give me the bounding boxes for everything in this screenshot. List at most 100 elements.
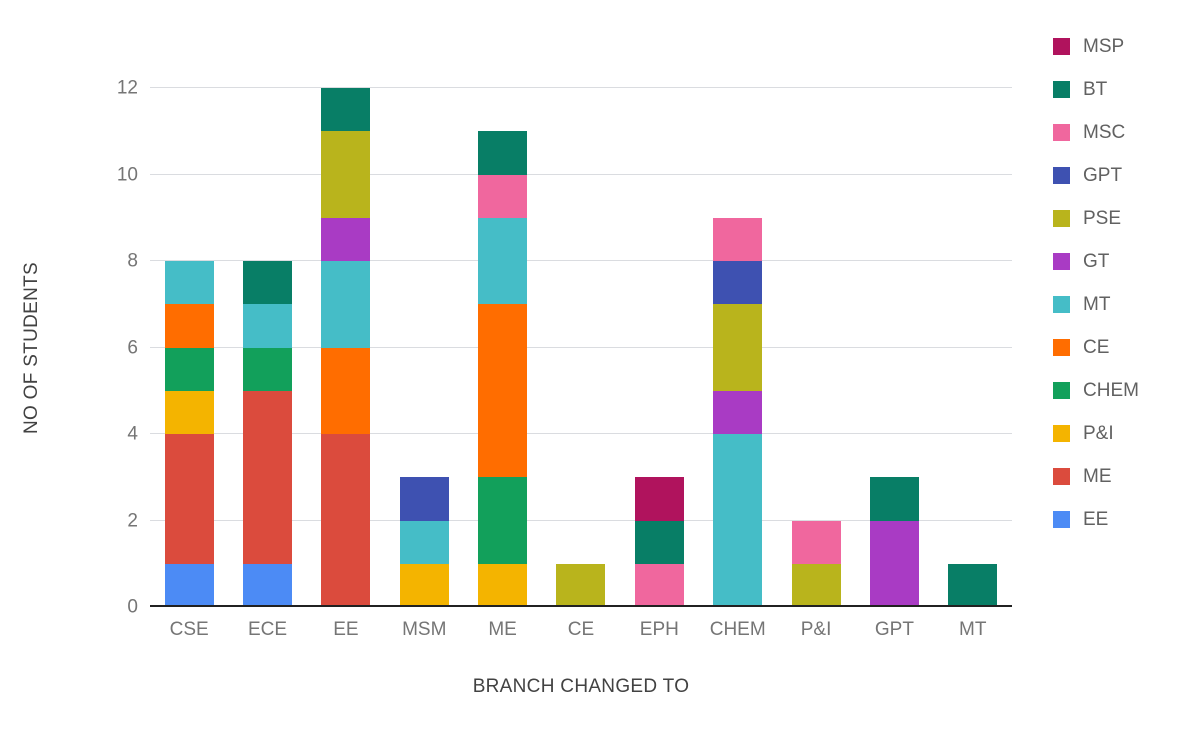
bar-segment-CE[interactable]	[321, 347, 371, 434]
stacked-bar-EPH	[634, 88, 684, 607]
legend-item-BT[interactable]: BT	[1053, 79, 1139, 100]
bar-segment-EE[interactable]	[243, 563, 293, 607]
bar-slot	[934, 88, 1012, 607]
bar-slot	[855, 88, 933, 607]
stacked-bar-CE	[556, 88, 606, 607]
bar-segment-MSC[interactable]	[713, 217, 763, 261]
y-axis-tick-labels: 0 2 4 6 8 10 12	[60, 79, 138, 617]
stacked-bar-MSM	[399, 88, 449, 607]
legend-label: P&I	[1083, 422, 1114, 444]
bar-segment-MT[interactable]	[321, 261, 371, 348]
legend-item-P&I[interactable]: P&I	[1053, 423, 1139, 444]
bar-segment-BT[interactable]	[948, 563, 998, 607]
bar-segment-BT[interactable]	[321, 88, 371, 132]
y-tick-label: 0	[127, 596, 138, 618]
bar-segment-MSC[interactable]	[791, 520, 841, 564]
legend-label: BT	[1083, 78, 1108, 100]
bar-segment-CHEM[interactable]	[478, 477, 528, 564]
legend-item-GPT[interactable]: GPT	[1053, 165, 1139, 186]
gridline	[150, 519, 1012, 521]
bar-segment-MT[interactable]	[713, 434, 763, 607]
x-tick-label: MSM	[402, 619, 447, 640]
x-tick-label: EE	[333, 619, 359, 640]
bar-segment-GT[interactable]	[869, 520, 919, 607]
stacked-bar-EE	[321, 88, 371, 607]
bar-segment-BT[interactable]	[634, 520, 684, 564]
gridline	[150, 260, 1012, 261]
legend-item-GT[interactable]: GT	[1053, 251, 1139, 272]
legend-item-EE[interactable]: EE	[1053, 509, 1139, 530]
bar-segment-MT[interactable]	[164, 261, 214, 305]
bar-segment-ME[interactable]	[321, 434, 371, 607]
bar-segment-MT[interactable]	[243, 304, 293, 348]
stacked-bar-ECE	[243, 88, 293, 607]
legend-swatch	[1053, 124, 1070, 141]
legend-label: CE	[1083, 336, 1110, 358]
bar-segment-PSE[interactable]	[321, 131, 371, 218]
legend-item-MSP[interactable]: MSP	[1053, 36, 1139, 57]
legend-label: EE	[1083, 508, 1109, 530]
bar-segment-MSC[interactable]	[634, 563, 684, 607]
bar-segment-GPT[interactable]	[399, 477, 449, 521]
bar-segment-MT[interactable]	[478, 217, 528, 305]
bar-segment-GT[interactable]	[713, 390, 763, 434]
x-tick-label: CSE	[169, 619, 209, 640]
bar-slot	[463, 88, 541, 607]
legend-item-CHEM[interactable]: CHEM	[1053, 380, 1139, 401]
bar-slot	[777, 88, 855, 607]
bar-segment-CHEM[interactable]	[243, 347, 293, 391]
bar-segment-GT[interactable]	[321, 217, 371, 261]
legend-item-MT[interactable]: MT	[1053, 294, 1139, 315]
y-tick-label: 2	[127, 510, 138, 531]
legend-label: MSP	[1083, 35, 1125, 57]
legend-label: GT	[1083, 250, 1110, 272]
bar-segment-EE[interactable]	[164, 563, 214, 607]
y-axis-title-wrap: NO OF STUDENTS	[12, 88, 52, 607]
bar-segment-P&I[interactable]	[399, 563, 449, 607]
bar-segment-PSE[interactable]	[791, 563, 841, 607]
bar-slot	[699, 88, 777, 607]
legend-swatch	[1053, 253, 1070, 270]
stacked-bar-MT	[948, 88, 998, 607]
stacked-bar-P&I	[791, 88, 841, 607]
legend-swatch	[1053, 339, 1070, 356]
bar-slot	[150, 88, 228, 607]
bar-segment-CE[interactable]	[164, 304, 214, 348]
bar-segment-P&I[interactable]	[164, 390, 214, 434]
y-tick-label: 8	[127, 250, 138, 272]
y-tick-label: 12	[116, 77, 138, 99]
y-axis-title: NO OF STUDENTS	[21, 261, 43, 434]
bar-segment-PSE[interactable]	[713, 304, 763, 391]
bar-segment-ME[interactable]	[243, 390, 293, 564]
bar-segment-GPT[interactable]	[713, 261, 763, 305]
bar-segment-CE[interactable]	[478, 304, 528, 478]
legend-item-PSE[interactable]: PSE	[1053, 208, 1139, 229]
legend-item-ME[interactable]: ME	[1053, 466, 1139, 487]
bar-slot	[542, 88, 620, 607]
legend-swatch	[1053, 167, 1070, 184]
bar-segment-BT[interactable]	[869, 477, 919, 521]
bar-segment-BT[interactable]	[243, 261, 293, 305]
y-tick-label: 4	[127, 423, 138, 445]
bars-container	[150, 88, 1012, 607]
bar-segment-BT[interactable]	[478, 131, 528, 175]
bar-slot	[620, 88, 698, 607]
legend-item-CE[interactable]: CE	[1053, 337, 1139, 358]
bar-slot	[228, 88, 306, 607]
bar-segment-P&I[interactable]	[478, 563, 528, 607]
legend-swatch	[1053, 468, 1070, 485]
legend-swatch	[1053, 425, 1070, 442]
x-axis-tick-labels: CSE ECE EE MSM ME CE EPH CHEM P&I GPT MT	[150, 619, 1012, 641]
bar-segment-MSP[interactable]	[634, 477, 684, 521]
bar-segment-PSE[interactable]	[556, 563, 606, 607]
legend-label: CHEM	[1083, 379, 1139, 401]
legend-swatch	[1053, 38, 1070, 55]
x-tick-label: P&I	[800, 619, 832, 640]
bar-segment-MSC[interactable]	[478, 174, 528, 218]
bar-segment-ME[interactable]	[164, 434, 214, 564]
x-tick-label: GPT	[874, 619, 914, 640]
legend-swatch	[1053, 81, 1070, 98]
bar-segment-MT[interactable]	[399, 520, 449, 564]
bar-segment-CHEM[interactable]	[164, 347, 214, 391]
legend-item-MSC[interactable]: MSC	[1053, 122, 1139, 143]
